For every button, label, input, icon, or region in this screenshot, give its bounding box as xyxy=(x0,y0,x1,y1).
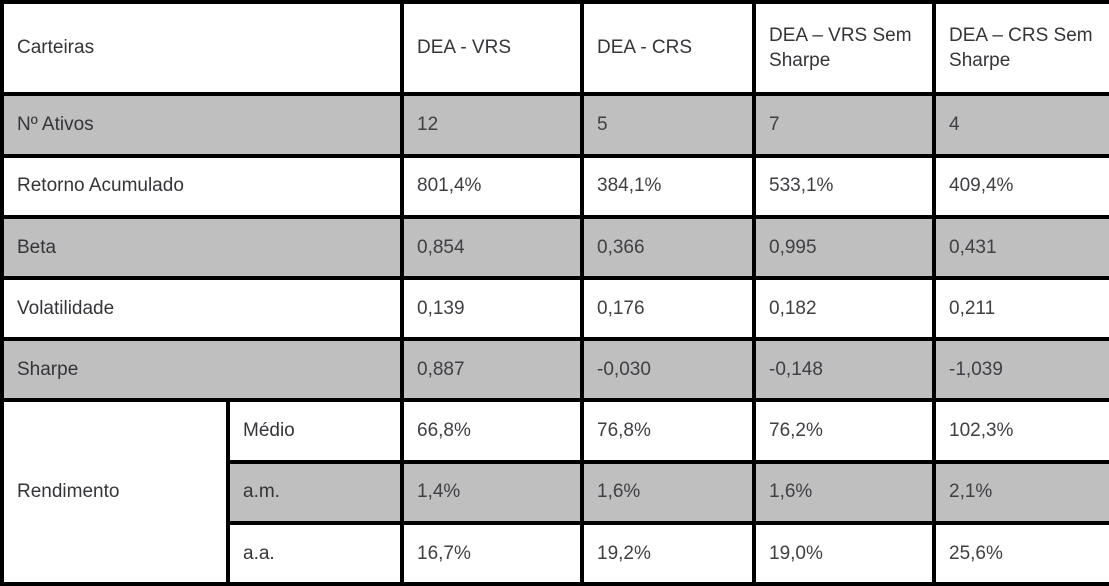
row-beta: Beta 0,854 0,366 0,995 0,431 xyxy=(0,214,1109,280)
cell-am-dea-vrs-sem-sharpe: 1,6% xyxy=(752,459,937,525)
cell-beta-dea-vrs-sem-sharpe: 0,995 xyxy=(752,214,937,280)
column-header-dea-vrs: DEA - VRS xyxy=(400,0,585,97)
cell-aa-dea-vrs-sem-sharpe: 19,0% xyxy=(752,520,937,586)
cell-retorno-dea-crs: 384,1% xyxy=(580,153,757,219)
row-rendimento-aa: a.a. 16,7% 19,2% 19,0% 25,6% xyxy=(2,520,1109,586)
cell-volatilidade-dea-crs: 0,176 xyxy=(580,275,757,342)
header-row: Carteiras DEA - VRS DEA - CRS DEA – VRS … xyxy=(0,0,1109,97)
row-retorno-acumulado: Retorno Acumulado 801,4% 384,1% 533,1% 4… xyxy=(0,153,1109,219)
subrow-label-am: a.m. xyxy=(225,459,405,525)
row-label-n-ativos: Nº Ativos xyxy=(0,92,405,158)
column-header-dea-crs: DEA - CRS xyxy=(580,0,757,97)
cell-am-dea-crs: 1,6% xyxy=(580,459,757,525)
cell-sharpe-dea-vrs: 0,887 xyxy=(400,337,585,403)
corner-header-carteiras: Carteiras xyxy=(0,0,405,97)
cell-volatilidade-dea-vrs: 0,139 xyxy=(400,275,585,342)
cell-beta-dea-vrs: 0,854 xyxy=(400,214,585,280)
subrow-label-aa: a.a. xyxy=(225,520,405,586)
cell-am-dea-vrs: 1,4% xyxy=(400,459,585,525)
row-label-volatilidade: Volatilidade xyxy=(0,275,405,342)
cell-sharpe-dea-vrs-sem-sharpe: -0,148 xyxy=(752,337,937,403)
column-header-dea-crs-sem-sharpe: DEA – CRS Sem Sharpe xyxy=(932,0,1109,97)
cell-medio-dea-crs-sem-sharpe: 102,3% xyxy=(932,398,1109,464)
cell-medio-dea-crs: 76,8% xyxy=(580,398,757,464)
cell-aa-dea-crs: 19,2% xyxy=(580,520,757,586)
cell-n-ativos-dea-vrs: 12 xyxy=(400,92,585,158)
cell-retorno-dea-crs-sem-sharpe: 409,4% xyxy=(932,153,1109,219)
row-volatilidade: Volatilidade 0,139 0,176 0,182 0,211 xyxy=(0,275,1109,342)
cell-sharpe-dea-crs-sem-sharpe: -1,039 xyxy=(932,337,1109,403)
cell-beta-dea-crs: 0,366 xyxy=(580,214,757,280)
subrow-label-medio: Médio xyxy=(225,398,405,464)
row-group-label-rendimento: Rendimento xyxy=(0,398,230,586)
cell-aa-dea-crs-sem-sharpe: 25,6% xyxy=(932,520,1109,586)
cell-volatilidade-dea-vrs-sem-sharpe: 0,182 xyxy=(752,275,937,342)
cell-retorno-dea-vrs: 801,4% xyxy=(400,153,585,219)
cell-n-ativos-dea-crs: 5 xyxy=(580,92,757,158)
row-label-retorno-acumulado: Retorno Acumulado xyxy=(0,153,405,219)
row-label-sharpe: Sharpe xyxy=(0,337,405,403)
cell-n-ativos-dea-crs-sem-sharpe: 4 xyxy=(932,92,1109,158)
row-rendimento-am: a.m. 1,4% 1,6% 1,6% 2,1% xyxy=(2,459,1109,525)
row-rendimento-medio: Rendimento Médio 66,8% 76,8% 76,2% 102,3… xyxy=(0,398,1109,586)
cell-n-ativos-dea-vrs-sem-sharpe: 7 xyxy=(752,92,937,158)
cell-aa-dea-vrs: 16,7% xyxy=(400,520,585,586)
cell-sharpe-dea-crs: -0,030 xyxy=(580,337,757,403)
row-label-beta: Beta xyxy=(0,214,405,280)
cell-medio-dea-vrs-sem-sharpe: 76,2% xyxy=(752,398,937,464)
cell-volatilidade-dea-crs-sem-sharpe: 0,211 xyxy=(932,275,1109,342)
row-n-ativos: Nº Ativos 12 5 7 4 xyxy=(0,92,1109,158)
cell-medio-dea-vrs: 66,8% xyxy=(400,398,585,464)
column-header-dea-vrs-sem-sharpe: DEA – VRS Sem Sharpe xyxy=(752,0,937,97)
row-sharpe: Sharpe 0,887 -0,030 -0,148 -1,039 xyxy=(0,337,1109,403)
cell-beta-dea-crs-sem-sharpe: 0,431 xyxy=(932,214,1109,280)
cell-retorno-dea-vrs-sem-sharpe: 533,1% xyxy=(752,153,937,219)
cell-am-dea-crs-sem-sharpe: 2,1% xyxy=(932,459,1109,525)
